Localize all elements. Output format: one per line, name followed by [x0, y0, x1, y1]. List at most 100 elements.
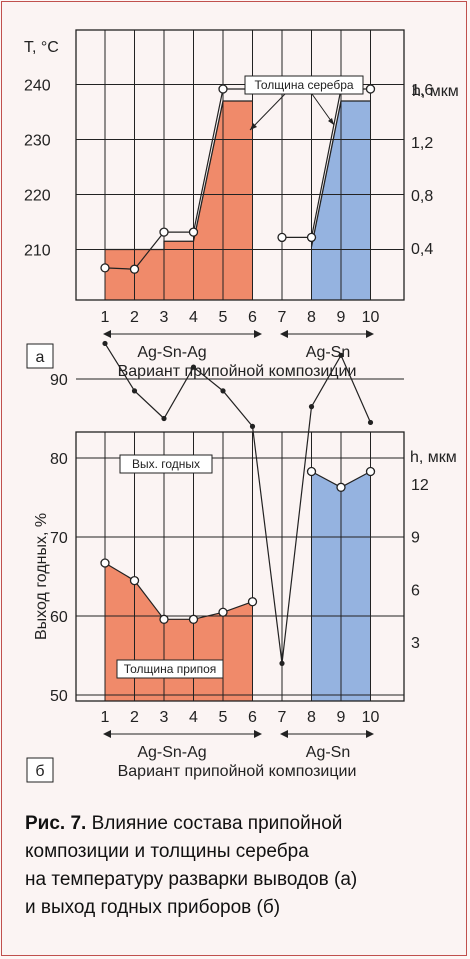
solder-point-5 [218, 607, 228, 617]
silver-point-8 [306, 232, 317, 243]
y-right-tick-2: 0,8 [411, 188, 433, 205]
legend-yield-box [119, 454, 213, 474]
group-label-b-1: Ag-Sn-Ag [137, 744, 206, 761]
annotation-box [244, 75, 364, 95]
x-tick-b-9: 9 [337, 709, 346, 726]
y-right-tick-b-2: 6 [411, 582, 420, 599]
solder-point-4 [188, 614, 199, 624]
y-left-tick-b-2: 70 [50, 530, 68, 547]
yield-point-6 [249, 423, 256, 429]
yield-point-3 [161, 415, 167, 422]
group-arrowhead-b-1l [103, 730, 111, 738]
annotation-arrow-1 [249, 93, 286, 131]
y-left-tick-b-1: 80 [50, 451, 68, 468]
group-arrowhead-b-2r [366, 730, 374, 738]
legend-solder-box [116, 659, 224, 679]
bars-ag-sn-ag [105, 101, 253, 300]
silver-point-4 [188, 227, 199, 237]
y-left-tick-0: 240 [24, 78, 51, 95]
x-tick-9: 9 [337, 309, 346, 326]
x-tick-b-5: 5 [219, 709, 228, 726]
x-tick-2: 2 [130, 309, 139, 326]
y-left-tick-3: 210 [24, 243, 51, 260]
group-arrowhead-1l [103, 330, 111, 338]
annotation-arrowhead-2 [328, 118, 334, 125]
x-tick-b-7: 7 [278, 709, 287, 726]
chart-b: Вых. годных Толщина припоя Выход годных, %… [26, 340, 457, 783]
group-label-b-2: Ag-Sn [306, 744, 350, 761]
silver-point-3 [159, 227, 169, 237]
x-label: Вариант припойной композиции [118, 363, 357, 380]
group-arrowhead-1r [254, 330, 262, 338]
yield-point-8 [308, 404, 315, 410]
solder-point-3 [159, 614, 169, 624]
x-tick-b-4: 4 [189, 709, 198, 726]
group-arrowhead-b-2l [280, 730, 288, 738]
yield-point-10 [367, 419, 374, 426]
yield-point-7 [279, 660, 285, 667]
group-arrowhead-2r [366, 330, 374, 338]
silver-point-1 [100, 263, 110, 273]
y-left-tick-b-3: 60 [50, 609, 68, 626]
y-left-tick-b-0: 90 [50, 372, 68, 389]
yield-point-5 [220, 388, 226, 394]
y-right-label: h, мкм [412, 83, 459, 100]
x-tick-4: 4 [189, 309, 198, 326]
x-label-b: Вариант припойной композиции [118, 763, 357, 780]
solder-point-9 [365, 466, 376, 477]
solder-line-1 [104, 562, 253, 620]
group-arrowhead-b-1r [254, 730, 262, 738]
x-tick-5: 5 [219, 309, 228, 326]
yield-point-9 [338, 352, 344, 358]
y-left-tick-2: 220 [24, 188, 51, 205]
caption-prefix: Рис. 7. [25, 813, 87, 834]
solder-point-8 [336, 482, 346, 492]
solder-point-6 [247, 597, 258, 607]
legend-solder: Толщина припоя [124, 662, 217, 676]
caption-line-2: композиции и толщины серебра [25, 841, 309, 862]
y-right-tick-0: 1,6 [411, 82, 433, 99]
x-tick-1: 1 [101, 309, 110, 326]
legend-yield: Вых. годных [132, 457, 200, 471]
x-tick-b-8: 8 [307, 709, 316, 726]
x-tick-b-10: 10 [362, 709, 380, 726]
group-label-1: Ag-Sn-Ag [137, 344, 206, 361]
solder-area-ag-sn-ag [105, 563, 253, 701]
bars-ag-sn-ag-outline [105, 100, 253, 251]
x-tick-b-3: 3 [160, 709, 169, 726]
y-right-label-b: h, мкм [410, 449, 457, 466]
silver-line-1 [104, 88, 253, 270]
y-right-tick-b-3: 3 [411, 635, 420, 652]
x-tick-6: 6 [248, 309, 257, 326]
bars-ag-sn-outline [310, 100, 371, 247]
y-left-tick-1: 230 [24, 133, 51, 150]
y-left-tick-b-4: 50 [50, 688, 68, 705]
x-tick-10: 10 [362, 309, 380, 326]
yield-point-2 [131, 388, 138, 394]
y-right-tick-b-1: 9 [411, 530, 420, 547]
panel-label-a: а [36, 349, 45, 366]
x-tick-8: 8 [307, 309, 316, 326]
caption-line-1: Влияние состава припойной [91, 813, 343, 834]
y-left-label: T, °C [24, 39, 59, 56]
figure-caption: Рис. 7. Влияние состава припойной композ… [25, 810, 445, 922]
panel-label-box-a [26, 343, 54, 369]
solder-point-7 [306, 466, 317, 477]
silver-point-10 [365, 84, 376, 94]
panel-label-b: б [35, 763, 44, 780]
caption-line-3: на температуру разварки выводов (а) [25, 869, 358, 890]
y-right-tick-1: 1,2 [411, 135, 433, 152]
caption-line-4: и выход годных приборов (б) [25, 897, 281, 918]
silver-point-7 [277, 232, 287, 243]
group-label-2: Ag-Sn [306, 344, 350, 361]
yield-line [104, 343, 372, 664]
yield-point-1 [102, 340, 108, 347]
x-tick-7: 7 [278, 309, 287, 326]
x-tick-b-2: 2 [130, 709, 139, 726]
x-tick-b-1: 1 [101, 709, 110, 726]
yield-point-4 [190, 364, 197, 370]
solder-point-2 [129, 575, 140, 586]
x-tick-b-6: 6 [248, 709, 257, 726]
y-right-tick-b-0: 12 [411, 477, 429, 494]
